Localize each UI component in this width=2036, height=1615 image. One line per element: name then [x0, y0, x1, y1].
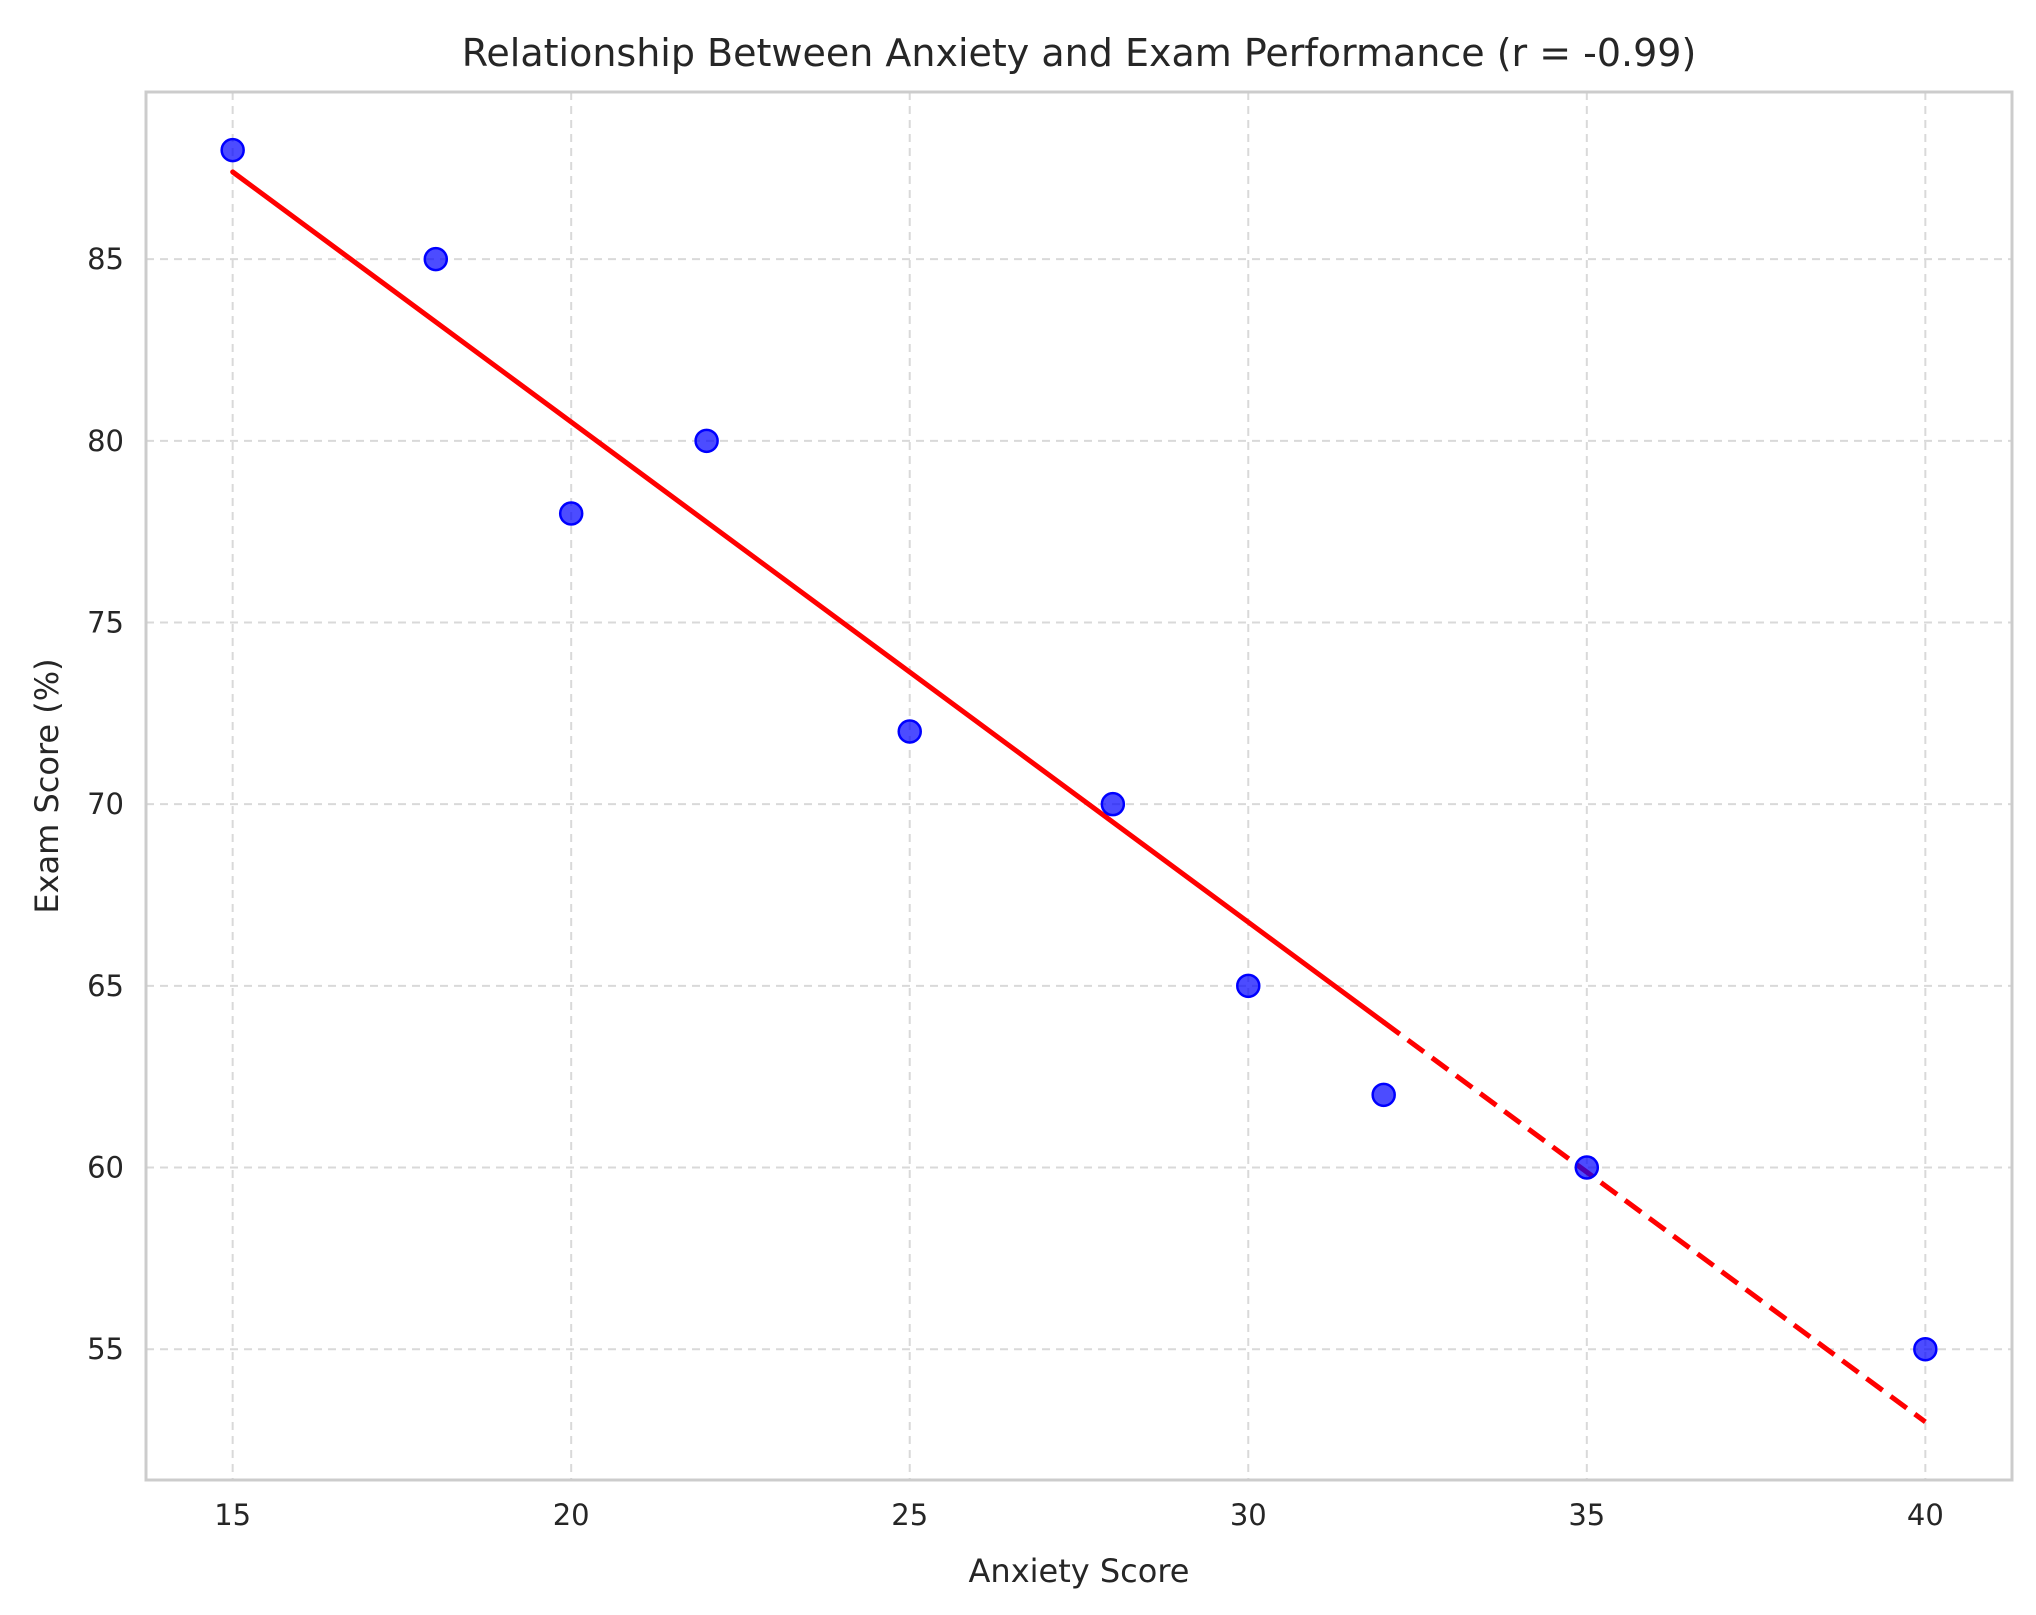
trend-line-dashed: [1382, 1020, 1927, 1424]
grid: [146, 92, 2012, 1480]
x-tick-label: 40: [1907, 1498, 1944, 1532]
data-point: [1371, 1082, 1396, 1108]
x-tick-label: 20: [553, 1498, 590, 1532]
data-point: [423, 246, 449, 272]
data-point: [1100, 791, 1126, 817]
x-tick-label: 30: [1230, 1498, 1267, 1532]
data-point: [1236, 973, 1261, 999]
y-tick-label: 80: [87, 424, 124, 458]
x-tick-label: 35: [1568, 1498, 1605, 1532]
data-point: [220, 137, 245, 163]
y-axis-ticks: 55 60 65 70 75 80 85: [87, 242, 124, 1366]
data-point: [694, 428, 719, 454]
trend-line: [230, 169, 1927, 1424]
y-tick-label: 75: [87, 605, 124, 639]
y-tick-label: 60: [87, 1151, 124, 1185]
trend-line-solid: [230, 169, 1387, 1025]
x-tick-label: 25: [891, 1498, 928, 1532]
plot-area-frame: [144, 90, 2014, 1482]
y-tick-label: 55: [87, 1332, 124, 1366]
x-tick-label: 15: [214, 1498, 251, 1532]
data-point: [1574, 1155, 1600, 1180]
y-axis-label: Exam Score (%): [28, 658, 66, 913]
x-axis-ticks: 15 20 25 30 35 40: [214, 1498, 1944, 1532]
y-tick-label: 65: [87, 969, 124, 1003]
data-point: [897, 719, 922, 744]
y-tick-label: 85: [87, 242, 124, 276]
x-axis-label: Anxiety Score: [969, 1552, 1190, 1590]
y-tick-label: 70: [87, 787, 124, 821]
chart-title: Relationship Between Anxiety and Exam Pe…: [462, 31, 1697, 75]
data-points: [220, 137, 1938, 1362]
data-point: [558, 501, 584, 526]
data-point: [1913, 1336, 1938, 1362]
